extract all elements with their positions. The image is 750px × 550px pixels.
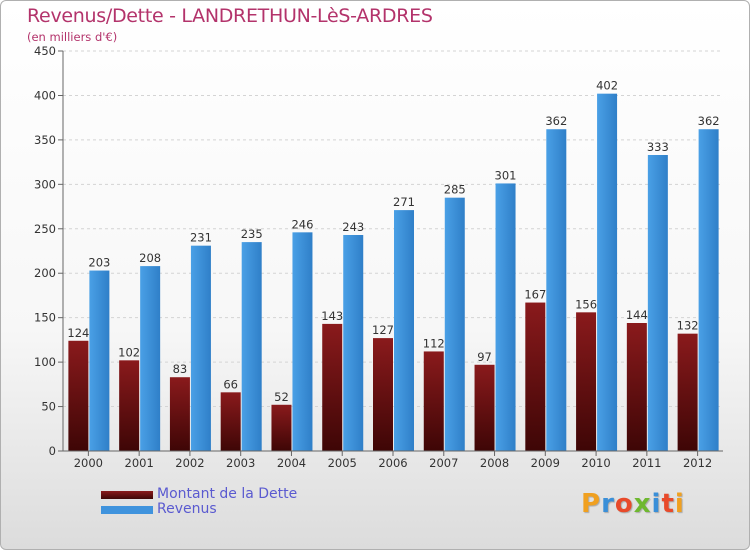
legend-swatch-revenus [101, 506, 153, 514]
revenus-bar [546, 129, 567, 451]
debt-value-label: 83 [173, 362, 188, 376]
debt-value-label: 97 [477, 350, 492, 364]
chart-title: Revenus/Dette - LANDRETHUN-LèS-ARDRES [27, 5, 433, 27]
logo-letter: o [614, 489, 634, 519]
y-tick-label: 450 [34, 44, 56, 58]
revenus-bar [495, 183, 516, 451]
logo-letter: i [674, 489, 685, 519]
axis-layer: 0 50 100 150 200 250 300 350 400 450 2000 2001 2002 2… [34, 44, 723, 470]
debt-value-label: 144 [626, 308, 648, 322]
debt-value-label: 132 [677, 319, 699, 333]
x-tick-label: 2006 [378, 456, 407, 470]
debt-value-label: 127 [372, 323, 394, 337]
x-tick-label: 2012 [683, 456, 712, 470]
revenus-value-label: 362 [698, 114, 720, 128]
proxiti-logo: Proxiti [581, 489, 685, 519]
x-tick-label: 2008 [480, 456, 509, 470]
y-tick-label: 100 [34, 355, 56, 369]
debt-value-label: 102 [118, 345, 140, 359]
y-tick-label: 150 [34, 311, 56, 325]
revenus-bar [140, 266, 161, 451]
x-tick-label: 2011 [632, 456, 661, 470]
x-tick-label: 2004 [277, 456, 306, 470]
x-tick-label: 2002 [175, 456, 204, 470]
debt-value-label: 167 [524, 288, 546, 302]
debt-bar [68, 340, 89, 451]
legend-label-debt: Montant de la Dette [157, 486, 298, 502]
x-tick-label: 2001 [125, 456, 154, 470]
revenus-value-label: 271 [393, 195, 415, 209]
debt-value-label: 156 [575, 297, 597, 311]
y-tick-label: 250 [34, 222, 56, 236]
x-tick-label: 2003 [226, 456, 255, 470]
revenus-bar [647, 155, 668, 451]
revenus-bar [444, 197, 465, 451]
debt-bar [271, 404, 292, 451]
chart-subtitle: (en milliers d'€) [27, 30, 118, 44]
debt-value-label: 66 [223, 377, 238, 391]
logo-letter: x [633, 489, 652, 519]
debt-value-label: 124 [67, 326, 89, 340]
revenus-value-label: 402 [596, 79, 618, 93]
revenus-value-label: 243 [342, 220, 364, 234]
debt-bar [626, 323, 647, 451]
debt-bar [677, 333, 698, 451]
y-tick-label: 200 [34, 266, 56, 280]
debt-value-label: 112 [423, 336, 445, 350]
y-tick-label: 300 [34, 177, 56, 191]
logo-letter: r [601, 489, 615, 519]
revenus-value-label: 208 [139, 251, 161, 265]
x-tick-label: 2009 [531, 456, 560, 470]
debt-bar [474, 364, 495, 451]
revenus-value-label: 246 [291, 217, 313, 231]
revenus-value-label: 203 [88, 256, 110, 270]
debt-bar [423, 351, 444, 451]
revenus-bar [241, 242, 262, 451]
revenus-value-label: 333 [647, 140, 669, 154]
revenus-bar [190, 245, 211, 451]
y-tick-label: 400 [34, 88, 56, 102]
logo-letter: i [651, 489, 662, 519]
revenus-value-label: 301 [495, 168, 517, 182]
revenus-value-label: 285 [444, 183, 466, 197]
debt-bar [322, 323, 343, 451]
x-tick-label: 2005 [328, 456, 357, 470]
debt-bar [373, 338, 393, 451]
x-tick-label: 2010 [581, 456, 610, 470]
revenus-bar [394, 210, 414, 451]
y-tick-label: 50 [41, 400, 56, 414]
x-tick-label: 2000 [74, 456, 103, 470]
revenus-bar [343, 235, 364, 451]
logo-letter: t [661, 489, 675, 519]
revenus-bar [89, 270, 110, 451]
x-tick-label: 2007 [429, 456, 458, 470]
debt-bar [576, 312, 597, 451]
debt-bar [220, 392, 241, 451]
debt-bar [119, 360, 140, 451]
debt-bar [525, 302, 546, 451]
revenus-value-label: 231 [190, 231, 212, 245]
legend-label-revenus: Revenus [157, 501, 217, 517]
revenus-bar [698, 129, 719, 451]
revenus-value-label: 362 [545, 114, 567, 128]
revenus-bar [292, 232, 313, 451]
logo-letter: P [581, 489, 602, 519]
revenus-value-label: 235 [241, 227, 263, 241]
y-tick-label: 0 [49, 444, 56, 458]
legend-swatch-debt [101, 491, 153, 499]
bar-layer: 124 203 102 208 83 231 66 235 52 246 143 243 127 271 1… [67, 79, 720, 452]
debt-value-label: 52 [274, 390, 289, 404]
debt-value-label: 143 [321, 309, 343, 323]
debt-bar [169, 377, 190, 451]
revenus-bar [597, 93, 618, 452]
y-tick-label: 350 [34, 133, 56, 147]
